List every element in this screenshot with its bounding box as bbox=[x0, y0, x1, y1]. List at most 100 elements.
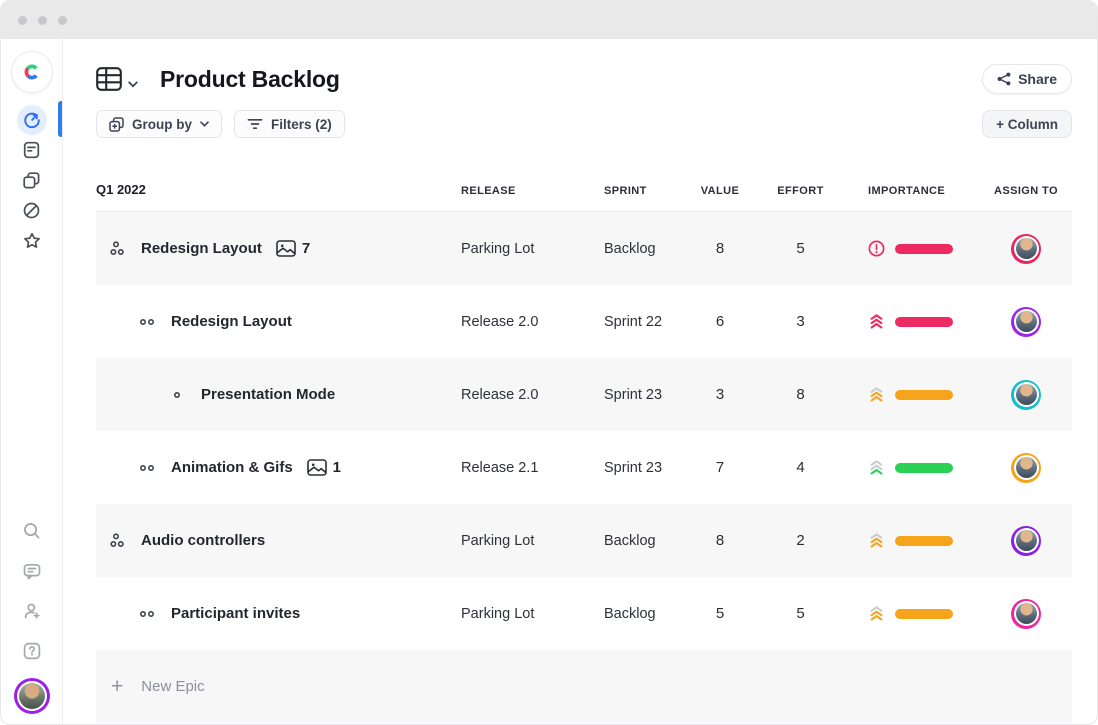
filters-button[interactable]: Filters (2) bbox=[234, 110, 345, 138]
avatar-photo bbox=[1015, 311, 1037, 332]
release-cell[interactable]: Release 2.1 bbox=[461, 459, 539, 476]
compass-icon bbox=[23, 202, 40, 218]
value-cell[interactable]: 5 bbox=[715, 605, 725, 622]
add-column-button[interactable]: + Column bbox=[982, 110, 1072, 138]
table-view-icon[interactable] bbox=[96, 67, 122, 91]
avatar-photo bbox=[1015, 238, 1037, 259]
sidebar-item-help[interactable] bbox=[17, 636, 47, 666]
chevrons-up-icon bbox=[870, 606, 883, 621]
table-row[interactable]: Redesign Layout Release 2.0 Sprint 22 6 … bbox=[96, 285, 1072, 358]
page-title: Product Backlog bbox=[160, 65, 340, 92]
release-cell[interactable]: Parking Lot bbox=[461, 532, 535, 549]
item-name: Participant invites bbox=[171, 605, 301, 622]
sidebar-item-favorites[interactable] bbox=[17, 225, 47, 255]
sidebar-item-templates[interactable] bbox=[17, 165, 47, 195]
avatar-photo bbox=[1015, 457, 1037, 478]
column-header-assign-to[interactable]: ASSIGN TO bbox=[994, 185, 1058, 197]
chevrons-up-icon bbox=[870, 533, 883, 548]
effort-cell[interactable]: 4 bbox=[796, 459, 805, 476]
value-cell[interactable]: 6 bbox=[715, 313, 725, 330]
importance-cell[interactable] bbox=[843, 532, 978, 549]
effort-cell[interactable]: 2 bbox=[796, 532, 805, 549]
chevron-down-icon[interactable] bbox=[128, 81, 138, 88]
table-row[interactable]: Audio controllers Parking Lot Backlog 8 … bbox=[96, 504, 1072, 577]
image-icon bbox=[276, 240, 296, 257]
sprint-cell[interactable]: Backlog bbox=[604, 605, 656, 622]
importance-cell[interactable] bbox=[843, 313, 978, 330]
effort-cell[interactable]: 5 bbox=[796, 240, 805, 257]
importance-bar bbox=[895, 316, 953, 327]
assignee-cell[interactable] bbox=[978, 452, 1074, 483]
sidebar-item-dashboard[interactable] bbox=[16, 105, 47, 135]
importance-bar bbox=[895, 243, 953, 254]
importance-cell[interactable] bbox=[843, 459, 978, 476]
share-button[interactable]: Share bbox=[982, 64, 1072, 94]
group-label[interactable]: Q1 2022 bbox=[96, 182, 146, 197]
value-cell[interactable]: 8 bbox=[715, 532, 725, 549]
value-cell[interactable]: 8 bbox=[715, 240, 725, 257]
sidebar-item-search[interactable] bbox=[17, 516, 47, 546]
filters-label: Filters (2) bbox=[271, 116, 332, 132]
story-icon bbox=[139, 610, 155, 618]
craft-c-logo[interactable] bbox=[10, 51, 53, 93]
assignee-cell[interactable] bbox=[978, 525, 1074, 556]
effort-cell[interactable]: 3 bbox=[796, 313, 805, 330]
avatar-photo bbox=[1015, 530, 1037, 551]
group-icon bbox=[109, 116, 124, 132]
assignee-cell[interactable] bbox=[978, 379, 1074, 410]
window-zoom-icon[interactable] bbox=[58, 15, 67, 25]
importance-cell[interactable] bbox=[843, 240, 978, 257]
attachment-count: 1 bbox=[332, 459, 342, 476]
importance-cell[interactable] bbox=[843, 605, 978, 622]
sidebar bbox=[1, 39, 63, 724]
column-header-value[interactable]: VALUE bbox=[700, 185, 740, 197]
value-cell[interactable]: 3 bbox=[715, 386, 725, 403]
sidebar-item-feedback[interactable] bbox=[17, 556, 47, 586]
column-header-release[interactable]: RELEASE bbox=[461, 185, 516, 197]
effort-cell[interactable]: 8 bbox=[796, 386, 805, 403]
new-epic-button[interactable]: + New Epic bbox=[96, 650, 1072, 723]
user-avatar[interactable] bbox=[13, 678, 50, 714]
sidebar-item-invite[interactable] bbox=[17, 596, 47, 626]
assignee-cell[interactable] bbox=[978, 233, 1074, 264]
sprint-cell[interactable]: Backlog bbox=[604, 240, 656, 257]
release-cell[interactable]: Release 2.0 bbox=[461, 313, 539, 330]
table-row[interactable]: Participant invites Parking Lot Backlog … bbox=[96, 577, 1072, 650]
invite-user-icon bbox=[24, 603, 40, 619]
window-minimize-icon[interactable] bbox=[38, 15, 47, 25]
column-header-importance[interactable]: IMPORTANCE bbox=[868, 185, 946, 197]
release-cell[interactable]: Release 2.0 bbox=[461, 386, 539, 403]
item-name: Presentation Mode bbox=[201, 386, 336, 403]
avatar-photo bbox=[1015, 384, 1037, 405]
sprint-cell[interactable]: Sprint 23 bbox=[604, 459, 663, 476]
column-header-effort[interactable]: EFFORT bbox=[777, 185, 824, 197]
story-icon bbox=[139, 464, 155, 472]
column-header-sprint[interactable]: SPRINT bbox=[604, 185, 647, 197]
release-cell[interactable]: Parking Lot bbox=[461, 240, 535, 257]
sprint-cell[interactable]: Sprint 22 bbox=[604, 313, 663, 330]
sprint-cell[interactable]: Sprint 23 bbox=[604, 386, 663, 403]
search-icon bbox=[23, 523, 39, 539]
chevrons-up-icon bbox=[870, 314, 883, 329]
table-row[interactable]: Animation & Gifs 1 Release 2.1 Sprint 23… bbox=[96, 431, 1072, 504]
release-cell[interactable]: Parking Lot bbox=[461, 605, 535, 622]
sidebar-item-notes[interactable] bbox=[17, 135, 47, 165]
assignee-cell[interactable] bbox=[978, 306, 1074, 337]
value-cell[interactable]: 7 bbox=[715, 459, 725, 476]
group-by-button[interactable]: Group by bbox=[96, 110, 222, 138]
sprint-cell[interactable]: Backlog bbox=[604, 532, 656, 549]
item-name: Audio controllers bbox=[141, 532, 266, 549]
sidebar-item-explore[interactable] bbox=[17, 195, 47, 225]
avatar bbox=[1011, 233, 1041, 264]
assignee-cell[interactable] bbox=[978, 598, 1074, 629]
table-row[interactable]: Redesign Layout 7 Parking Lot Backlog 8 … bbox=[96, 212, 1072, 285]
window-close-icon[interactable] bbox=[18, 15, 27, 25]
star-icon bbox=[23, 232, 40, 248]
epic-icon bbox=[109, 241, 125, 256]
avatar bbox=[1011, 306, 1041, 337]
importance-cell[interactable] bbox=[843, 386, 978, 403]
help-icon bbox=[23, 642, 40, 660]
table-row[interactable]: Presentation Mode Release 2.0 Sprint 23 … bbox=[96, 358, 1072, 431]
effort-cell[interactable]: 5 bbox=[796, 605, 805, 622]
attachment-badge: 1 bbox=[306, 459, 342, 476]
